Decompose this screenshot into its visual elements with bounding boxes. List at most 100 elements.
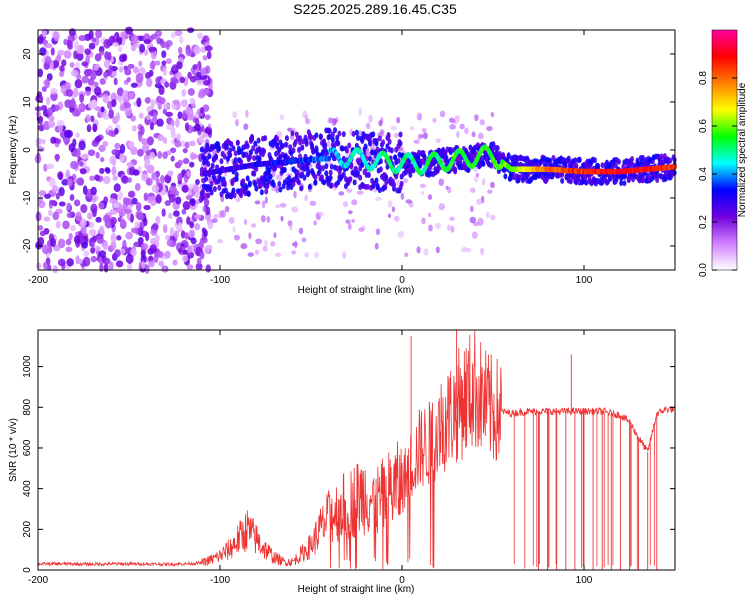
spectrogram-noise-blob (196, 71, 202, 78)
spectrogram-trace-halo (622, 180, 627, 187)
spectrogram-trace-halo (217, 184, 222, 191)
spectrogram-noise-blob (196, 79, 204, 86)
spectrogram-scatter-blob (475, 172, 480, 178)
spectrogram-noise-blob (41, 138, 46, 145)
spectrogram-noise-blob (103, 59, 111, 69)
spectrogram-trace-halo (330, 136, 335, 143)
spectrogram-noise-blob (80, 225, 87, 235)
spectrogram-noise-blob (159, 174, 165, 184)
spectrogram-noise-blob (41, 86, 47, 92)
spectrogram-noise-blob (75, 132, 80, 138)
spectrogram-noise-blob (196, 257, 202, 265)
spectrogram-trace-halo (204, 175, 209, 182)
spectrogram-trace-halo (310, 142, 315, 149)
spectrogram-noise-blob (161, 60, 167, 66)
spectrogram-noise-blob (50, 87, 58, 95)
spectrogram-noise-blob (91, 196, 97, 203)
spectrogram-noise-blob (186, 170, 192, 178)
spectrogram-noise-blob (88, 229, 97, 236)
spectrogram-noise-blob (91, 37, 97, 43)
spectrogram-noise-blob (158, 260, 165, 267)
spectrogram-noise-blob (46, 264, 52, 271)
spectrogram-noise-blob (104, 51, 109, 60)
spectrogram-noise-blob (99, 78, 106, 85)
spectrogram-noise-blob (47, 120, 56, 128)
spectrogram-noise-blob (204, 114, 211, 121)
spectrogram-noise-blob (79, 168, 87, 175)
spectrogram-noise-blob (206, 50, 212, 60)
spectrogram-noise-blob (152, 222, 159, 231)
spectrogram-noise-blob (126, 262, 133, 271)
spectrogram-scatter-blob (449, 123, 457, 130)
spectrogram-trace-halo (278, 186, 283, 193)
spectrogram-scatter-blob (478, 132, 483, 138)
spectrogram-scatter-blob (428, 224, 433, 232)
spectrogram-trace-halo (458, 159, 463, 166)
spectrogram-noise-blob (197, 32, 203, 40)
spectrogram-noise-blob (128, 141, 135, 149)
spectrogram-noise-blob (157, 104, 162, 110)
spectrogram-noise-blob (177, 221, 183, 231)
spectrogram-noise-blob (155, 177, 160, 186)
spectrogram-noise-blob (99, 263, 104, 272)
spectrogram-noise-blob (205, 264, 211, 273)
spectrogram-noise-blob (120, 248, 126, 255)
spectrogram-noise-blob (199, 251, 205, 260)
spectrogram-y-tick-label: 10 (22, 96, 33, 108)
spectrogram-trace-halo (296, 147, 301, 154)
spectrogram-noise-blob (46, 163, 55, 170)
spectrogram-noise-blob (42, 261, 48, 270)
spectrogram-scatter-blob (390, 125, 397, 131)
spectrogram-trace-halo (365, 183, 370, 190)
snr-y-ticks: 0 200 400 600 800 1000 (22, 355, 675, 573)
spectrogram-scatter-blob (438, 178, 445, 187)
spectrogram-noise-blob (64, 99, 72, 109)
spectrogram-trace-halo (526, 171, 531, 178)
spectrogram-noise-blob (125, 231, 133, 240)
spectrogram-noise-blob (143, 217, 148, 227)
spectrogram-scatter-blob (305, 118, 311, 125)
spectrogram-trace-halo (330, 131, 335, 138)
spectrogram-noise-blob (108, 261, 114, 271)
spectrogram-noise-blob (70, 98, 76, 109)
spectrogram-noise-blob (87, 149, 96, 157)
spectrogram-trace-halo (272, 165, 277, 172)
spectrogram-scatter-blob (365, 122, 371, 130)
spectrogram-noise-blob (52, 244, 61, 252)
spectrogram-noise-blob (127, 177, 132, 183)
spectrogram-noise-blob (132, 169, 140, 176)
spectrogram-noise-blob (55, 153, 60, 162)
spectrogram-noise-blob (84, 48, 92, 55)
spectrogram-noise-blob (90, 84, 96, 93)
spectrogram-noise-blob (80, 203, 88, 214)
spectrogram-trace-halo (378, 166, 383, 173)
spectrogram-noise-blob (90, 255, 98, 263)
spectrogram-noise-blob (125, 26, 133, 35)
spectrogram-noise-blob (103, 263, 109, 273)
spectrogram-noise-blob (192, 64, 198, 70)
spectrogram-noise-blob (181, 184, 189, 193)
spectrogram-noise-blob (115, 112, 121, 122)
spectrogram-trace-halo (323, 142, 328, 149)
spectrogram-scatter-blob (387, 200, 393, 208)
spectrogram-noise-blob (165, 58, 172, 64)
spectrogram-noise-blob (39, 230, 46, 237)
spectrogram-trace-halo (275, 135, 280, 142)
spectrogram-scatter-blob (420, 190, 425, 196)
spectrogram-noise-blob (69, 194, 75, 202)
spectrogram-noise-blob (182, 157, 190, 165)
spectrogram-scatter-blob (264, 239, 268, 247)
spectrogram-trace-halo (206, 161, 211, 168)
spectrogram-noise-blob (90, 115, 95, 123)
spectrogram-trace-halo (655, 172, 660, 179)
spectrogram-trace-core (327, 155, 332, 162)
spectrogram-noise-blob (116, 87, 124, 97)
spectrogram-y-tick-label: 20 (22, 48, 33, 60)
spectrogram-scatter-blob (465, 248, 472, 253)
spectrogram-scatter-blob (378, 120, 383, 127)
spectrogram-noise-blob (91, 99, 98, 108)
spectrogram-trace-halo (313, 174, 318, 181)
spectrogram-scatter-blob (250, 223, 257, 228)
spectrogram-trace-halo (374, 177, 379, 184)
